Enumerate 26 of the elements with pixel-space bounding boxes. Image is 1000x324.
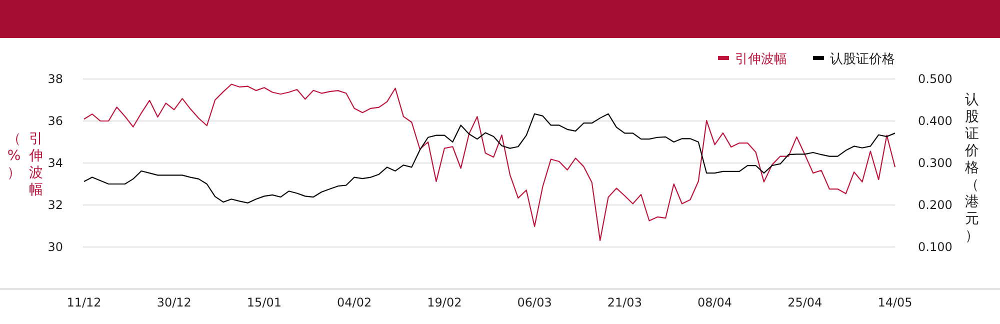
x-tick-label: 25/04 bbox=[788, 296, 822, 310]
x-tick-label: 19/02 bbox=[427, 296, 462, 310]
x-tick-label: 21/03 bbox=[607, 296, 642, 310]
y2-tick-label: 0.200 bbox=[918, 198, 952, 212]
x-tick-label: 08/04 bbox=[697, 296, 732, 310]
y-tick-label: 34 bbox=[48, 156, 63, 170]
line-series bbox=[83, 113, 896, 204]
x-tick-label: 15/01 bbox=[246, 296, 282, 310]
y-tick-label: 38 bbox=[48, 72, 63, 86]
y2-tick-label: 0.300 bbox=[918, 156, 952, 170]
y2-tick-label: 0.400 bbox=[918, 114, 952, 128]
x-tick-label: 06/03 bbox=[517, 296, 552, 310]
text: 认股证价格（港元） bbox=[965, 92, 979, 244]
y-tick-label: 36 bbox=[48, 114, 63, 128]
legend-label: 引伸波幅 bbox=[735, 52, 787, 67]
y-tick-label: 30 bbox=[48, 240, 63, 254]
y-tick-label: 32 bbox=[48, 198, 63, 212]
x-tick-label: 04/02 bbox=[337, 296, 372, 310]
x-tick-label: 11/12 bbox=[66, 296, 102, 310]
legend-label: 认股证价格 bbox=[830, 52, 895, 67]
text: 引伸波幅（%） bbox=[7, 131, 43, 198]
line-series bbox=[83, 84, 896, 242]
x-tick-label: 14/05 bbox=[878, 296, 912, 310]
y2-tick-label: 0.500 bbox=[918, 72, 952, 86]
x-tick-label: 30/12 bbox=[156, 296, 192, 310]
y2-tick-label: 0.100 bbox=[918, 240, 952, 254]
